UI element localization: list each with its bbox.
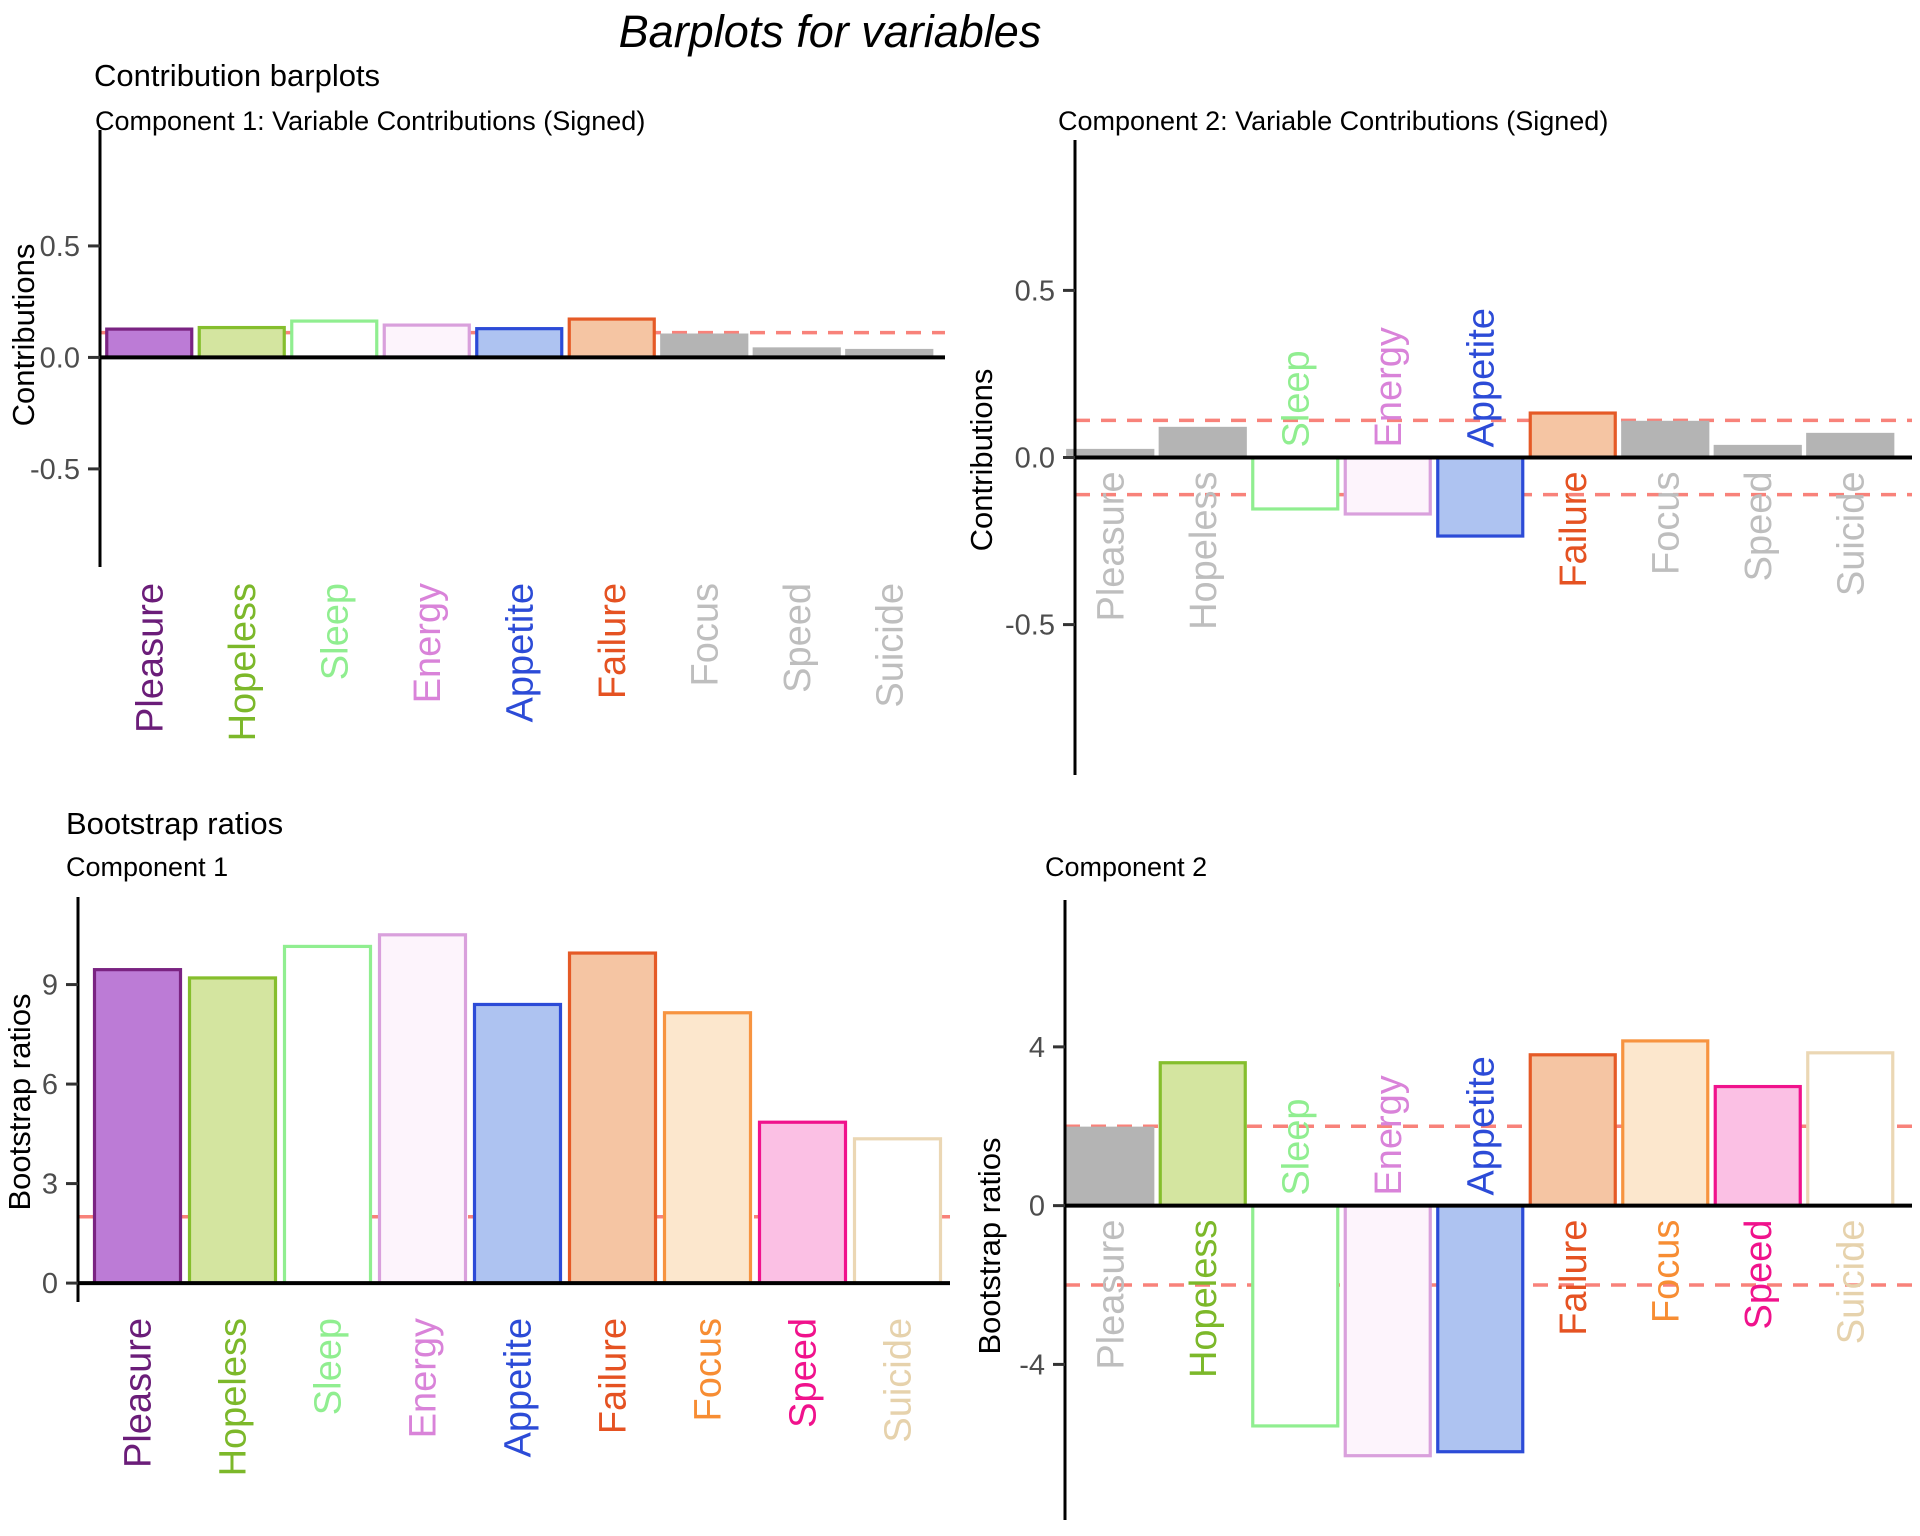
category-label-hopeless: Hopeless bbox=[213, 1318, 255, 1476]
category-label-suicide: Suicide bbox=[869, 583, 911, 708]
bar-suicide bbox=[1806, 1051, 1895, 1208]
bar-pleasure bbox=[1066, 1126, 1155, 1208]
bar-hopeless bbox=[187, 976, 278, 1285]
bar-hopeless bbox=[1158, 426, 1247, 460]
category-label-energy: Energy bbox=[407, 583, 449, 703]
bar-appetite bbox=[1436, 1204, 1525, 1454]
bar-hopeless bbox=[197, 325, 286, 360]
category-label-hopeless: Hopeless bbox=[1183, 472, 1225, 630]
y-tick-label: 4 bbox=[1029, 1032, 1045, 1064]
category-label-suicide: Suicide bbox=[1830, 472, 1872, 597]
section-header-bootstrap: Bootstrap ratios bbox=[66, 806, 284, 841]
chart-boot-comp1: 9 6 3 0 Bootstrap ratios Pleasure Hopeless Slee… bbox=[2, 897, 950, 1476]
category-label-speed: Speed bbox=[783, 1318, 825, 1428]
bar-focus bbox=[660, 333, 749, 360]
y-tick-label: 0 bbox=[42, 1268, 58, 1300]
category-label-appetite: Appetite bbox=[498, 1318, 540, 1457]
chart-title-contrib-comp1: Component 1: Variable Contributions (Sig… bbox=[95, 106, 646, 136]
category-label-speed: Speed bbox=[1738, 1220, 1780, 1330]
category-label-pleasure: Pleasure bbox=[129, 583, 171, 733]
category-label-sleep: Sleep bbox=[308, 1318, 350, 1415]
category-label-focus: Focus bbox=[684, 583, 726, 686]
y-tick-label: 0 bbox=[1029, 1191, 1045, 1223]
category-label-pleasure: Pleasure bbox=[118, 1318, 160, 1468]
category-label-sleep: Sleep bbox=[1275, 1098, 1317, 1195]
category-label-failure: Failure bbox=[592, 583, 634, 699]
bar-focus bbox=[1621, 1039, 1710, 1208]
y-tick-label: -0.5 bbox=[30, 454, 80, 486]
bar-pleasure bbox=[92, 968, 183, 1285]
bar-sleep bbox=[290, 319, 379, 360]
category-label-appetite: Appetite bbox=[1460, 308, 1502, 447]
category-label-focus: Focus bbox=[1645, 472, 1687, 575]
category-label-failure: Failure bbox=[1553, 472, 1595, 588]
bar-failure bbox=[567, 951, 658, 1285]
y-axis-title: Bootstrap ratios bbox=[972, 1137, 1007, 1354]
y-tick-label: 9 bbox=[42, 970, 58, 1002]
y-axis-title: Contributions bbox=[6, 244, 41, 427]
category-label-hopeless: Hopeless bbox=[1183, 1220, 1225, 1378]
y-tick-label: -0.5 bbox=[1005, 610, 1055, 642]
category-label-pleasure: Pleasure bbox=[1090, 1220, 1132, 1370]
category-label-appetite: Appetite bbox=[499, 583, 541, 722]
y-axis-title: Contributions bbox=[964, 369, 999, 552]
category-label-speed: Speed bbox=[1738, 472, 1780, 582]
bar-sleep bbox=[282, 944, 373, 1285]
category-label-pleasure: Pleasure bbox=[1090, 472, 1132, 622]
section-header-contributions: Contribution barplots bbox=[94, 58, 381, 93]
bar-failure bbox=[1528, 411, 1617, 460]
category-label-energy: Energy bbox=[403, 1318, 445, 1438]
bar-energy bbox=[1343, 1204, 1432, 1458]
bar-appetite bbox=[1436, 455, 1525, 538]
y-tick-label: 0.5 bbox=[40, 231, 80, 263]
category-label-appetite: Appetite bbox=[1460, 1056, 1502, 1195]
bar-sleep bbox=[1251, 1204, 1340, 1428]
category-label-failure: Failure bbox=[1553, 1220, 1595, 1336]
category-label-speed: Speed bbox=[777, 583, 819, 693]
page-title: Barplots for variables bbox=[618, 6, 1042, 57]
bar-energy bbox=[377, 933, 468, 1285]
category-label-focus: Focus bbox=[1645, 1220, 1687, 1323]
bar-speed bbox=[757, 1120, 848, 1285]
bar-energy bbox=[1343, 455, 1432, 516]
bar-speed bbox=[1713, 1084, 1802, 1208]
bar-suicide bbox=[1806, 432, 1895, 460]
y-tick-label: 0.0 bbox=[40, 342, 80, 374]
bar-failure bbox=[567, 317, 656, 360]
category-label-suicide: Suicide bbox=[878, 1318, 920, 1443]
y-tick-label: 0.5 bbox=[1015, 275, 1055, 307]
chart-title-contrib-comp2: Component 2: Variable Contributions (Sig… bbox=[1058, 106, 1609, 136]
y-tick-label: 0.0 bbox=[1015, 443, 1055, 475]
category-label-energy: Energy bbox=[1368, 1075, 1410, 1195]
bar-suicide bbox=[852, 1137, 943, 1285]
bar-appetite bbox=[472, 1002, 563, 1285]
bar-pleasure bbox=[105, 327, 194, 360]
chart-boot-comp2: 4 0 -4 Bootstrap ratios Pleasure Hopeless Slee… bbox=[972, 900, 1912, 1520]
bar-energy bbox=[382, 323, 471, 360]
chart-title-boot-comp2: Component 2 bbox=[1045, 852, 1208, 882]
category-label-focus: Focus bbox=[688, 1318, 730, 1421]
y-tick-label: -4 bbox=[1019, 1349, 1045, 1381]
category-label-suicide: Suicide bbox=[1830, 1220, 1872, 1345]
bar-failure bbox=[1528, 1053, 1617, 1208]
bar-appetite bbox=[475, 327, 564, 360]
y-tick-label: 6 bbox=[42, 1069, 58, 1101]
chart-contrib-comp1: 0.5 0.0 -0.5 Contributions Pleasure Hopeless S… bbox=[6, 130, 945, 741]
bar-hopeless bbox=[1158, 1061, 1247, 1208]
category-label-sleep: Sleep bbox=[1275, 350, 1317, 447]
category-label-energy: Energy bbox=[1368, 327, 1410, 447]
category-label-failure: Failure bbox=[593, 1318, 635, 1434]
bar-sleep bbox=[1251, 455, 1340, 511]
y-axis-title: Bootstrap ratios bbox=[2, 993, 37, 1210]
chart-contrib-comp2: 0.5 0.0 -0.5 Contributions Pleasure Hopeless S… bbox=[964, 140, 1912, 775]
chart-title-boot-comp1: Component 1 bbox=[66, 852, 229, 882]
category-label-hopeless: Hopeless bbox=[222, 583, 264, 741]
bar-focus bbox=[1621, 420, 1710, 460]
y-tick-label: 3 bbox=[42, 1169, 58, 1201]
category-label-sleep: Sleep bbox=[314, 583, 356, 680]
bar-focus bbox=[662, 1011, 753, 1285]
